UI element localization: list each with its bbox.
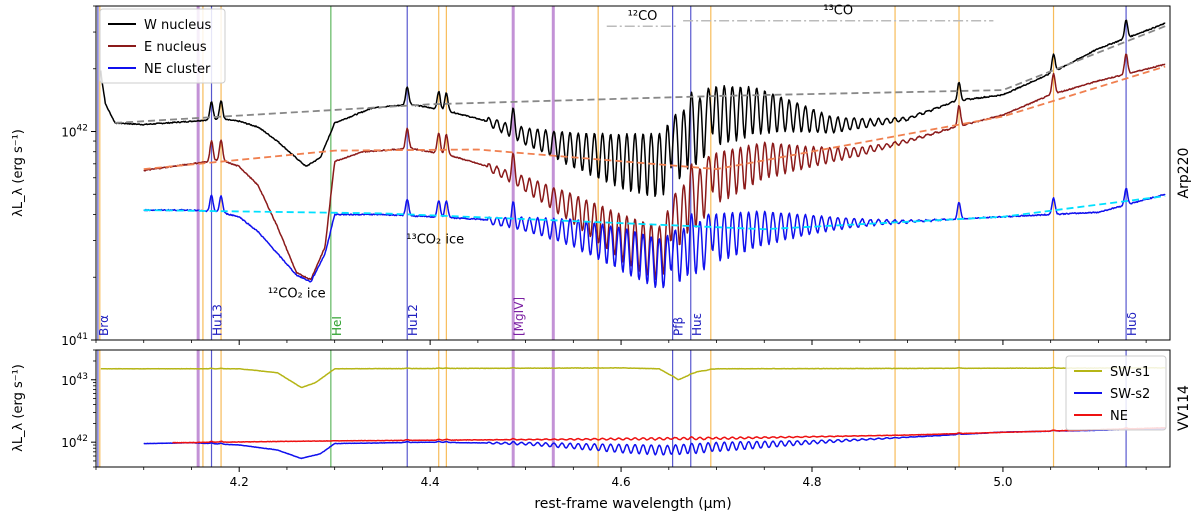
- line-label-7: Huδ: [1125, 312, 1139, 336]
- top-continuum-fits: [115, 25, 1166, 231]
- x-axis-label: rest-frame wavelength (μm): [534, 496, 731, 512]
- series-sw-s1: [100, 366, 1166, 389]
- top-axes-frame: [95, 5, 1171, 341]
- top-legend-box: [99, 8, 226, 84]
- bottom-legend: SW-s1 SW-s2 NE: [1065, 355, 1167, 431]
- bottom-x-tick-label-0: 4.2: [230, 475, 249, 489]
- fit-ne-cluster: [143, 195, 1166, 231]
- series-w-nucleus: [100, 19, 1166, 198]
- annotation-0: ¹²CO₂ ice: [268, 286, 326, 301]
- series-ne: [172, 426, 1166, 444]
- top-line-labels: Brα Hu13 HeI Hu12 [MgIV] Pfβ Huε Huδ: [97, 297, 1139, 336]
- top-band-markers: ¹²CO ¹³CO: [606, 4, 994, 27]
- bottom-x-tick-label-1: 4.4: [421, 475, 440, 489]
- line-label-1: Hu13: [211, 304, 225, 336]
- bottom-series: [100, 366, 1166, 460]
- top-legend-label-0: W nucleus: [144, 18, 211, 33]
- top-x-ticks: [95, 340, 1147, 345]
- bottom-x-ticks: 4.2 4.4 4.6 4.8 5.0: [95, 467, 1147, 489]
- fit-e-nucleus: [143, 65, 1166, 171]
- fit-w-nucleus: [115, 25, 1166, 124]
- bottom-x-tick-label-4: 5.0: [993, 475, 1012, 489]
- bottom-axes-frame: [95, 349, 1171, 468]
- line-label-2: HeI: [330, 316, 344, 336]
- bottom-legend-box: [1065, 355, 1167, 431]
- band-label-0: ¹²CO: [628, 9, 658, 24]
- top-ylabel: λL_λ (erg s⁻¹): [11, 129, 26, 217]
- bottom-y-ticks: 1043 1042: [61, 349, 96, 468]
- top-y-tick-label-1: 1041: [61, 332, 88, 348]
- line-label-5: Pfβ: [672, 317, 686, 336]
- top-panel: ¹²CO ¹³CO ¹²CO₂ ice ¹³CO₂ ice Brα Hu13 HeI Hu…: [11, 4, 1192, 348]
- series-e-nucleus: [143, 53, 1166, 281]
- bottom-x-tick-label-3: 4.8: [802, 475, 821, 489]
- band-label-1: ¹³CO: [823, 4, 853, 19]
- line-label-6: Huε: [690, 313, 704, 336]
- top-y-ticks: 1042 1041: [61, 5, 96, 348]
- line-label-4: [MgIV]: [512, 297, 526, 336]
- top-annotations: ¹²CO₂ ice ¹³CO₂ ice: [268, 233, 464, 302]
- top-series: [100, 19, 1166, 289]
- bottom-right-label: VV114: [1176, 385, 1192, 431]
- annotation-1: ¹³CO₂ ice: [406, 233, 464, 248]
- top-right-label: Arp220: [1176, 148, 1192, 199]
- top-y-tick-label-0: 1042: [61, 124, 88, 140]
- bottom-legend-label-2: NE: [1110, 409, 1128, 424]
- bottom-ylabel: λL_λ (erg s⁻¹): [11, 364, 26, 452]
- top-legend-label-1: E nucleus: [144, 40, 207, 55]
- bottom-vertical-lines: [97, 350, 1127, 467]
- line-label-0: Brα: [97, 315, 111, 336]
- line-label-3: Hu12: [406, 304, 420, 336]
- top-legend: W nucleus E nucleus NE cluster: [99, 8, 226, 84]
- bottom-y-tick-label-0: 1043: [61, 372, 88, 388]
- top-vertical-lines: [97, 6, 1127, 340]
- bottom-x-tick-label-2: 4.6: [612, 475, 631, 489]
- top-legend-label-2: NE cluster: [144, 62, 211, 77]
- bottom-legend-label-1: SW-s2: [1110, 387, 1150, 402]
- bottom-y-tick-label-1: 1042: [61, 434, 88, 450]
- series-sw-s2: [143, 427, 1166, 460]
- bottom-legend-label-0: SW-s1: [1110, 365, 1150, 380]
